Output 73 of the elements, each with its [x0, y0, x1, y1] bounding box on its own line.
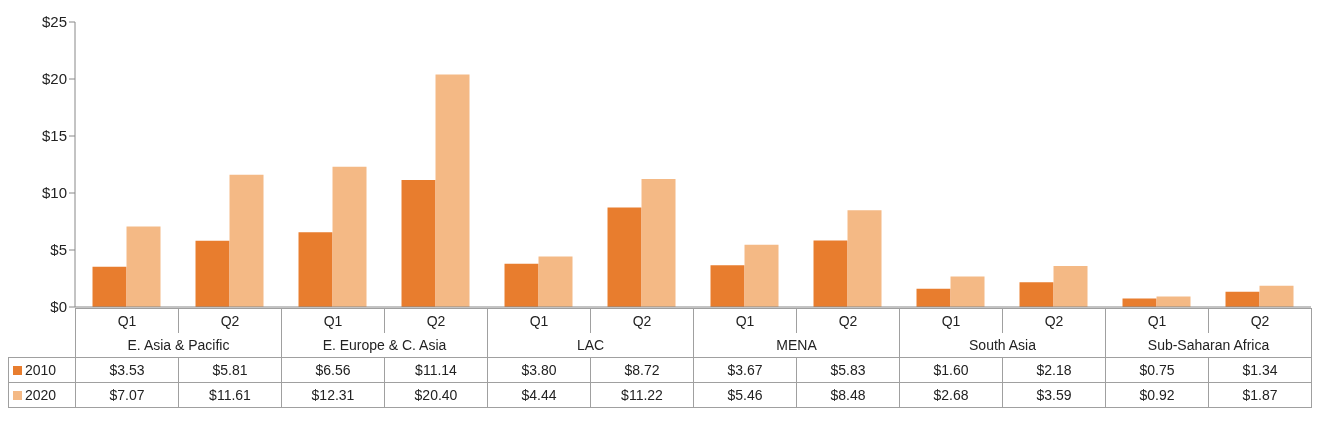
text: Sub-Saharan Africa: [1105, 333, 1312, 358]
data-label: $3.67: [693, 357, 797, 383]
bar: [126, 226, 161, 307]
x-tick-label: Q1: [487, 308, 591, 333]
data-label: $6.56: [281, 357, 385, 383]
text: LAC: [487, 333, 694, 358]
x-tick-label: Q2: [796, 308, 900, 333]
y-tick-label: $25: [41, 13, 67, 31]
data-label: $2.18: [1002, 357, 1106, 383]
bar: [435, 74, 470, 307]
y-tick-label: $5: [50, 241, 67, 259]
x-tick-label: Q1: [1105, 308, 1209, 333]
bar: [401, 180, 436, 307]
bar: [710, 265, 745, 307]
data-label: $5.46: [693, 382, 797, 408]
x-tick-label: Q1: [693, 308, 797, 333]
bar: [195, 240, 230, 307]
data-label: $20.40: [384, 382, 488, 408]
data-label: $7.07: [75, 382, 179, 408]
legend-label: 2010: [8, 357, 76, 383]
data-label: $3.53: [75, 357, 179, 383]
x-tick-label: Q1: [281, 308, 385, 333]
data-label: $3.59: [1002, 382, 1106, 408]
bar: [538, 256, 573, 307]
bar: [1019, 282, 1054, 307]
x-tick-label: Q2: [590, 308, 694, 333]
data-label: $5.81: [178, 357, 282, 383]
data-label: $1.87: [1208, 382, 1312, 408]
bar: [847, 210, 882, 307]
y-tick-label: $15: [41, 127, 67, 145]
bar: [744, 244, 779, 307]
bar: [92, 266, 127, 307]
text: E. Europe & C. Asia: [281, 333, 488, 358]
data-label: $11.61: [178, 382, 282, 408]
data-label: $2.68: [899, 382, 1003, 408]
data-label: $3.80: [487, 357, 591, 383]
data-label: $8.48: [796, 382, 900, 408]
y-tick-label: $0: [50, 298, 67, 316]
bar: [1259, 285, 1294, 307]
x-tick-label: Q1: [899, 308, 1003, 333]
bar: [607, 207, 642, 307]
x-tick-label: Q2: [178, 308, 282, 333]
data-label: $11.14: [384, 357, 488, 383]
data-label: $11.22: [590, 382, 694, 408]
data-label: $8.72: [590, 357, 694, 383]
text: E. Asia & Pacific: [75, 333, 282, 358]
legend-label: 2020: [8, 382, 76, 408]
bar: [1053, 266, 1088, 307]
bar: [1225, 291, 1260, 307]
bar: [916, 288, 951, 307]
text: South Asia: [899, 333, 1106, 358]
data-label: $1.34: [1208, 357, 1312, 383]
bar: [504, 263, 539, 307]
x-tick-label: Q1: [75, 308, 179, 333]
data-label: $12.31: [281, 382, 385, 408]
bar: [1122, 298, 1157, 307]
bar: [298, 232, 333, 307]
bar: [950, 276, 985, 307]
y-tick-label: $20: [41, 70, 67, 88]
text: MENA: [693, 333, 900, 358]
bar: [229, 174, 264, 307]
y-tick-label: $10: [41, 184, 67, 202]
data-label: $1.60: [899, 357, 1003, 383]
bar: [641, 179, 676, 307]
data-label: $0.75: [1105, 357, 1209, 383]
data-label: $5.83: [796, 357, 900, 383]
data-label: $0.92: [1105, 382, 1209, 408]
x-tick-label: Q2: [1208, 308, 1312, 333]
x-tick-label: Q2: [1002, 308, 1106, 333]
bar: [332, 166, 367, 307]
data-label: $4.44: [487, 382, 591, 408]
bar: [813, 240, 848, 307]
x-tick-label: Q2: [384, 308, 488, 333]
